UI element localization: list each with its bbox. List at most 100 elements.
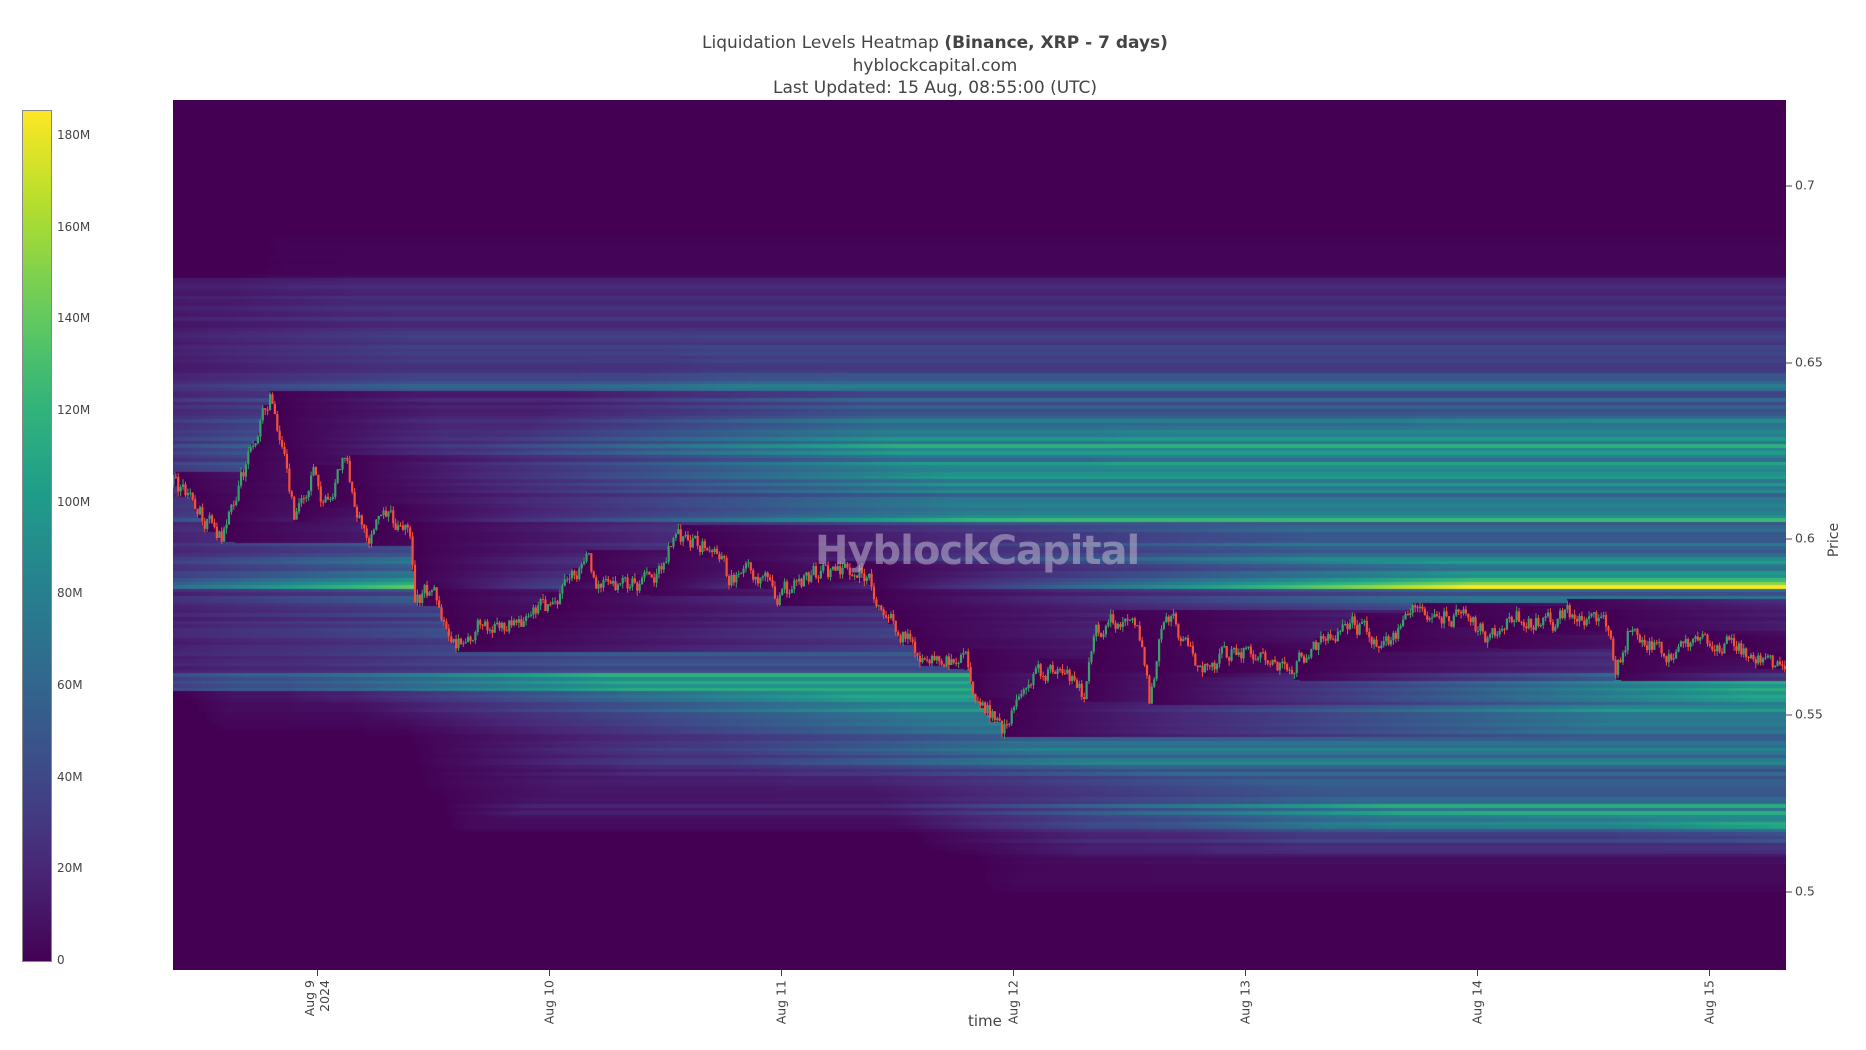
candle [776, 595, 779, 607]
candle-body [1648, 641, 1651, 651]
candle [1034, 665, 1037, 675]
candle-body [1720, 652, 1724, 654]
candle [358, 511, 361, 519]
candle-body [626, 577, 629, 589]
candle [1360, 618, 1364, 625]
candle [1237, 648, 1240, 657]
candle-body [1708, 643, 1711, 646]
candle [1771, 654, 1774, 670]
candle [1604, 611, 1608, 632]
candle [1365, 616, 1368, 635]
candle-body [1283, 661, 1286, 665]
candle-body [1479, 623, 1482, 631]
candle [723, 554, 726, 562]
candle-body [1546, 612, 1550, 617]
candle-body [1066, 669, 1069, 674]
candle-body [307, 490, 310, 498]
candle-body [1346, 623, 1349, 630]
candle-body [1143, 647, 1146, 666]
candle [1380, 640, 1383, 650]
candle [525, 613, 528, 626]
candle [529, 611, 533, 618]
candle-body [848, 567, 851, 575]
candle [1196, 665, 1199, 672]
candle-body [537, 605, 540, 614]
candle [1257, 656, 1260, 662]
candle [1073, 671, 1076, 682]
candle [1648, 637, 1651, 656]
candle-body [587, 553, 591, 555]
candle-body [836, 566, 839, 571]
candle [1537, 615, 1540, 628]
candle [471, 639, 475, 643]
candle [1153, 676, 1156, 689]
candle [1650, 636, 1654, 653]
candle [1592, 612, 1596, 618]
colorbar-tick-label: 60M [57, 677, 83, 692]
candle [1071, 674, 1074, 684]
candle [1259, 652, 1262, 663]
candle-body [1607, 626, 1610, 631]
candle [1706, 633, 1709, 647]
candle-body [1629, 630, 1632, 632]
y-tick-label: 0.6 [1786, 531, 1815, 546]
candle [1498, 627, 1501, 638]
candle-body [1766, 655, 1769, 658]
candle-body [1252, 654, 1255, 660]
candle-body [1244, 647, 1248, 649]
candle [1701, 630, 1704, 640]
candle [1397, 624, 1400, 642]
candle-body [568, 578, 571, 580]
candle-body [727, 576, 731, 586]
candle-body [1496, 634, 1499, 636]
heatmap-plot-area[interactable] [173, 100, 1786, 970]
candle-body [1211, 662, 1214, 667]
candle-body [1157, 639, 1161, 662]
candle [952, 658, 955, 665]
candle [438, 595, 441, 609]
candle [1382, 636, 1385, 648]
candle [1013, 705, 1016, 714]
candle [1085, 681, 1088, 700]
candle [435, 587, 438, 606]
candle [1510, 615, 1513, 624]
candle-body [662, 563, 665, 570]
candle [1008, 722, 1011, 728]
candle-body [1126, 618, 1129, 621]
candle-body [1450, 621, 1453, 627]
candle-body [440, 607, 443, 620]
candle [1614, 655, 1617, 679]
candle [1203, 663, 1207, 674]
candle-body [677, 529, 680, 535]
candle [1551, 619, 1554, 634]
candle [1404, 611, 1407, 620]
candle [904, 630, 907, 642]
candle-body [1044, 676, 1047, 681]
candle [783, 578, 786, 594]
candle [1423, 606, 1426, 616]
candle [846, 561, 849, 570]
colorbar-tick-label: 40M [57, 769, 83, 784]
candle-body [430, 590, 434, 593]
candle [660, 563, 663, 574]
candle-body [1513, 620, 1516, 622]
candle [285, 449, 289, 473]
candle [483, 619, 487, 627]
candle-body [1042, 675, 1045, 677]
candle-body [314, 467, 318, 475]
candle [795, 578, 798, 586]
candle-body [773, 586, 777, 599]
candle [756, 573, 760, 587]
candle-body [1600, 616, 1603, 619]
candle-body [795, 580, 798, 582]
candle [735, 571, 738, 588]
candle-body [261, 408, 264, 421]
candle [1112, 609, 1115, 625]
candle [1691, 637, 1695, 647]
candle [1177, 623, 1180, 641]
candle-body [597, 584, 600, 589]
candle-body [566, 579, 569, 581]
candle-body [1360, 622, 1364, 624]
candle-body [254, 443, 257, 446]
colorbar-tick-label: 0 [57, 953, 65, 967]
